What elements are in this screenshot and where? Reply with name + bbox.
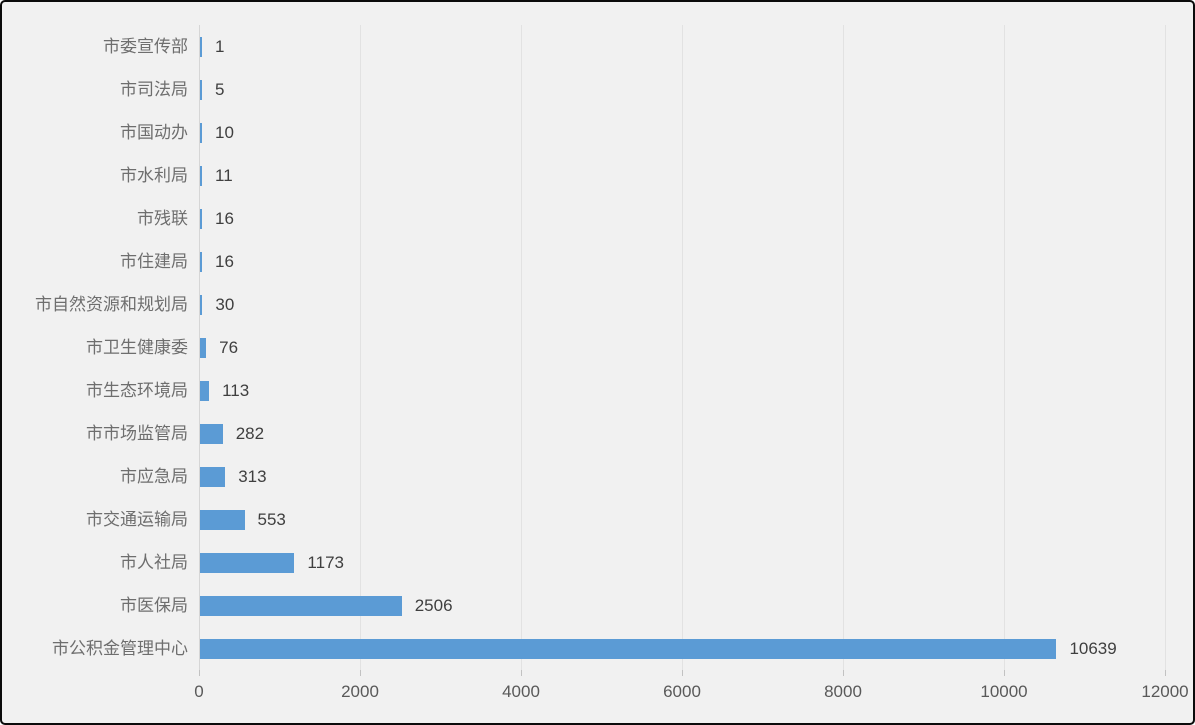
bar: [200, 294, 203, 315]
bar: [200, 165, 202, 186]
category-label: 市残联: [137, 208, 188, 228]
gridline: [360, 25, 361, 670]
gridline: [1004, 25, 1005, 670]
value-label: 16: [215, 251, 234, 271]
bar: [200, 208, 202, 229]
category-label: 市自然资源和规划局: [35, 294, 188, 314]
value-label: 10: [215, 122, 234, 142]
category-label: 市交通运输局: [86, 509, 188, 529]
value-label: 5: [215, 79, 225, 99]
value-label: 16: [215, 208, 234, 228]
x-axis-tick: [199, 670, 200, 676]
value-label: 282: [235, 423, 265, 443]
category-label: 市应急局: [120, 466, 188, 486]
category-label: 市市场监管局: [86, 423, 188, 443]
bar: [200, 595, 402, 616]
bar: [200, 466, 226, 487]
x-axis-tick: [521, 670, 522, 676]
bar: [200, 79, 202, 100]
value-label: 10639: [1069, 638, 1117, 658]
value-label: 30: [215, 294, 235, 314]
bar: [200, 552, 295, 573]
value-label: 76: [219, 337, 239, 357]
x-axis-tick-label: 2000: [341, 682, 379, 701]
value-label: 1: [215, 36, 225, 56]
gridline: [682, 25, 683, 670]
category-label: 市司法局: [120, 79, 188, 99]
category-label: 市医保局: [120, 595, 188, 615]
x-axis-tick-label: 0: [194, 682, 204, 701]
x-axis-tick-label: 4000: [502, 682, 540, 701]
x-axis-tick-label: 12000: [1141, 682, 1189, 701]
category-label: 市人社局: [120, 552, 188, 572]
x-axis-tick: [843, 670, 844, 676]
x-axis-tick: [1004, 670, 1005, 676]
value-label: 313: [238, 466, 267, 486]
value-label: 11: [215, 165, 233, 185]
gridline: [843, 25, 844, 670]
gridline: [521, 25, 522, 670]
bar: [200, 509, 245, 530]
gridline: [1165, 25, 1166, 670]
category-label: 市水利局: [120, 165, 188, 185]
category-label: 市卫生健康委: [86, 337, 188, 357]
bar: [200, 380, 210, 401]
bar: [200, 36, 202, 57]
x-axis-tick-label: 10000: [980, 682, 1028, 701]
x-axis-tick: [682, 670, 683, 676]
category-label: 市住建局: [120, 251, 188, 271]
bar: [200, 423, 223, 444]
category-label: 市国动办: [120, 122, 188, 142]
x-axis-tick-label: 8000: [824, 682, 862, 701]
bar: [200, 122, 202, 143]
x-axis-tick-label: 6000: [663, 682, 701, 701]
value-label: 553: [257, 509, 286, 529]
x-axis-tick: [360, 670, 361, 676]
category-label: 市生态环境局: [86, 380, 188, 400]
category-label: 市委宣传部: [103, 36, 188, 56]
bar: [200, 638, 1057, 659]
value-label: 1173: [307, 552, 344, 572]
value-label: 2506: [414, 595, 453, 615]
bar: [200, 251, 202, 272]
bar: [200, 337, 207, 358]
category-axis-line: [199, 25, 200, 670]
category-label: 市公积金管理中心: [52, 638, 188, 658]
value-label: 113: [222, 380, 250, 400]
x-axis-tick: [1165, 670, 1166, 676]
